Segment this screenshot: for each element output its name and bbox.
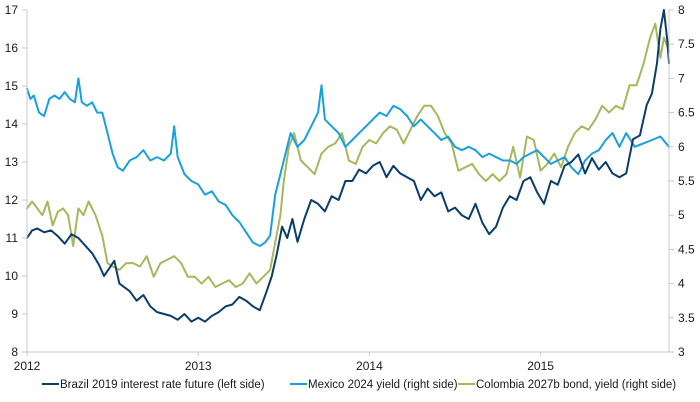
right-tick-label: 5 — [678, 208, 685, 222]
left-tick-label: 10 — [5, 269, 19, 283]
legend-item-brazil: Brazil 2019 interest rate future (left s… — [42, 379, 265, 391]
right-tick-label: 3 — [678, 345, 685, 359]
x-tick-label: 2014 — [356, 359, 383, 373]
left-tick-label: 14 — [5, 117, 19, 131]
right-tick-label: 3.5 — [678, 311, 695, 325]
left-tick-label: 16 — [5, 41, 19, 55]
legend-label: Colombia 2027b bond, yield (right side) — [476, 379, 676, 391]
x-tick-label: 2013 — [185, 359, 212, 373]
legend-item-mexico: Mexico 2024 yield (right side) — [290, 379, 458, 391]
series-lines — [26, 9, 670, 323]
legend-label: Brazil 2019 interest rate future (left s… — [60, 379, 265, 391]
right-tick-label: 6 — [678, 140, 685, 154]
left-tick-label: 15 — [5, 79, 19, 93]
right-tick-label: 5.5 — [678, 174, 695, 188]
legend: Brazil 2019 interest rate future (left s… — [42, 379, 676, 391]
right-tick-label: 6.5 — [678, 106, 695, 120]
left-tick-label: 9 — [11, 307, 18, 321]
left-tick-label: 17 — [5, 3, 19, 17]
left-tick-label: 13 — [5, 155, 19, 169]
left-tick-label: 8 — [11, 345, 18, 359]
right-tick-label: 4 — [678, 277, 685, 291]
legend-label: Mexico 2024 yield (right side) — [308, 379, 458, 391]
right-tick-label: 4.5 — [678, 242, 695, 256]
x-tick-label: 2012 — [14, 359, 41, 373]
x-axis-ticks: 2012 2013 2014 2015 — [14, 352, 554, 373]
left-axis-ticks: 8 9 10 11 12 13 14 15 16 17 — [5, 3, 27, 359]
right-tick-label: 8 — [678, 3, 685, 17]
x-tick-label: 2015 — [527, 359, 554, 373]
right-axis-ticks: 3 3.5 4 4.5 5 5.5 6 6.5 7 7.5 8 — [669, 3, 695, 359]
series-line-mexico — [26, 77, 670, 247]
series-line-colombia — [26, 22, 670, 288]
left-tick-label: 12 — [5, 193, 19, 207]
left-tick-label: 11 — [6, 231, 19, 245]
legend-item-colombia: Colombia 2027b bond, yield (right side) — [458, 379, 676, 391]
right-tick-label: 7 — [678, 71, 685, 85]
series-line-brazil — [26, 9, 670, 323]
right-tick-label: 7.5 — [678, 37, 695, 51]
